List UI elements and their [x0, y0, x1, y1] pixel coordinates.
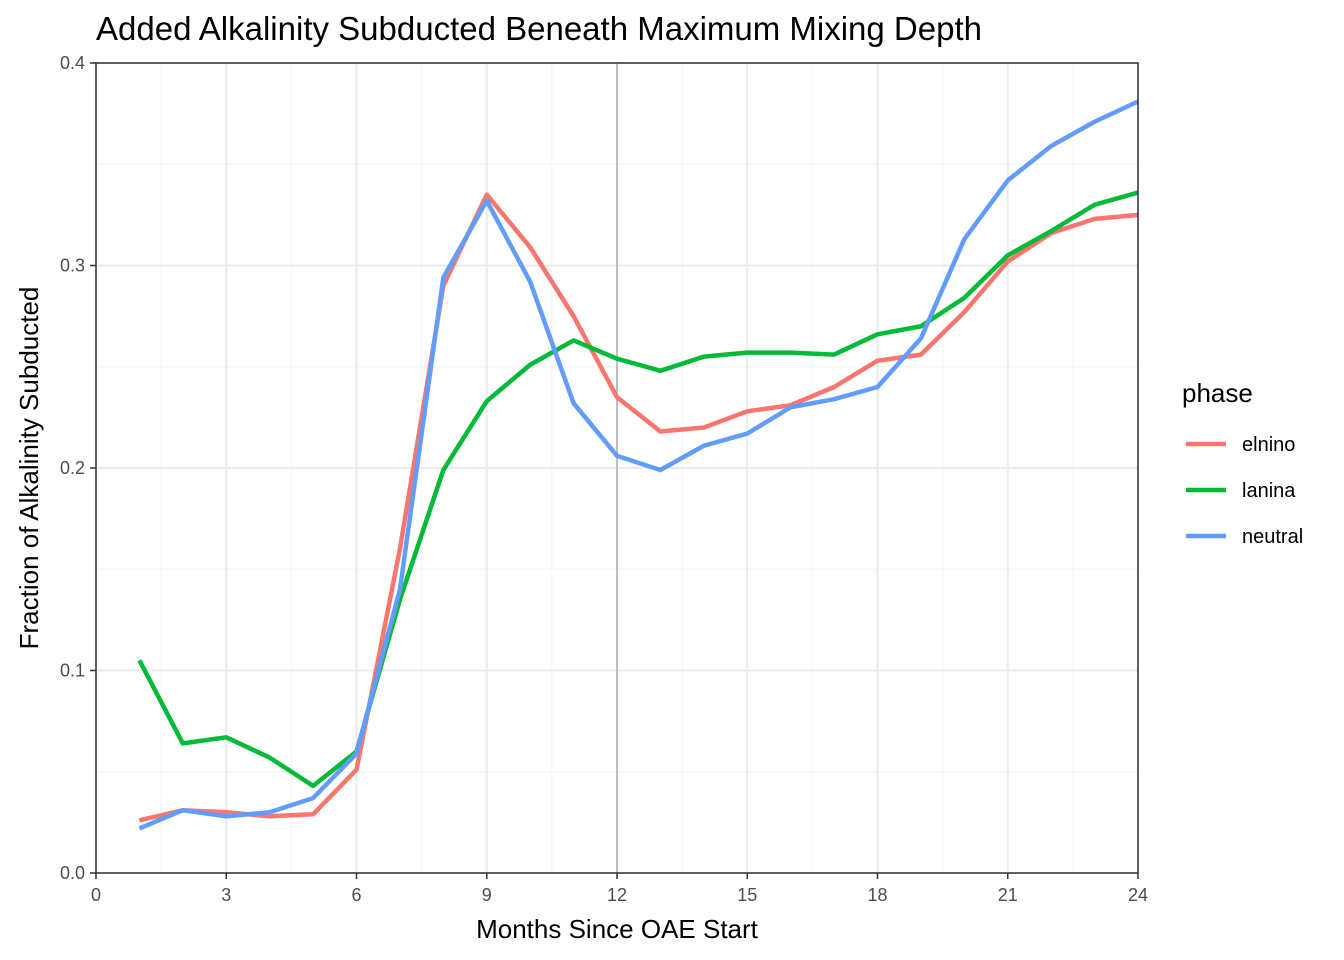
x-axis-label: Months Since OAE Start: [476, 914, 759, 944]
x-tick-label: 9: [482, 885, 492, 905]
x-tick-label: 0: [91, 885, 101, 905]
y-tick-label: 0.2: [60, 458, 85, 478]
series-line-elnino: [138, 192, 1139, 823]
y-tick-label: 0.0: [60, 863, 85, 883]
y-tick-label: 0.1: [60, 661, 85, 681]
y-tick-label: 0.4: [60, 53, 85, 73]
x-tick-label: 21: [998, 885, 1018, 905]
y-axis-label: Fraction of Alkalinity Subducted: [14, 287, 44, 650]
x-tick-label: 18: [867, 885, 887, 905]
y-axis: 0.0 0.1 0.2 0.3 0.4: [60, 53, 96, 883]
x-tick-label: 15: [737, 885, 757, 905]
legend-label-neutral: neutral: [1242, 526, 1303, 548]
chart-title: Added Alkalinity Subducted Beneath Maxim…: [96, 10, 982, 47]
x-tick-label: 24: [1128, 885, 1148, 905]
legend-title: phase: [1182, 378, 1253, 408]
series-line-neutral: [138, 99, 1139, 831]
legend-label-lanina: lanina: [1242, 480, 1296, 502]
series-lines: [137, 99, 1139, 831]
series-line-lanina: [137, 190, 1139, 789]
y-tick-label: 0.3: [60, 256, 85, 276]
x-tick-label: 12: [607, 885, 627, 905]
legend: phase elnino lanina neutral: [1182, 378, 1303, 548]
x-tick-label: 6: [351, 885, 361, 905]
legend-label-elnino: elnino: [1242, 434, 1295, 456]
x-tick-label: 3: [221, 885, 231, 905]
x-axis: 0 3 6 9 12 15 18 21 24: [91, 873, 1148, 905]
